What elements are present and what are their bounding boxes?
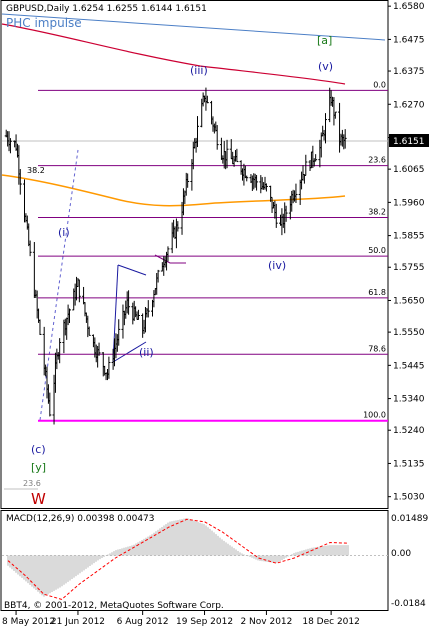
price-tick-label: 1.5960: [393, 198, 425, 208]
macd-tick-bottom: -0.0184: [391, 599, 426, 609]
wave-label-ii: (ii): [139, 346, 154, 359]
indicator-name: PHC impulse: [6, 16, 82, 30]
fib-level-label: 38.2: [368, 208, 386, 217]
wave-label-y: [y]: [31, 461, 46, 474]
fib-label-left: 38.2: [27, 166, 45, 175]
long-term-trend-line: [1, 13, 386, 41]
price-tick-label: 1.6580: [393, 2, 425, 12]
guide-line: [154, 254, 186, 264]
fibonacci-levels: 0.0 23.6 38.2 50.0 61.8 78.6 100.0: [38, 80, 388, 422]
fib-level-label: 100.0: [363, 411, 386, 420]
price-tick-label: 1.5340: [393, 395, 425, 405]
fib-level-label: 78.6: [368, 344, 386, 353]
macd-panel-frame: [0, 510, 389, 611]
wave-label-a: [a]: [317, 34, 332, 47]
price-tick-label: 1.5855: [393, 232, 425, 242]
fib-level-label: 61.8: [368, 288, 386, 297]
wave-label-iv: (iv): [268, 259, 286, 272]
current-price-box: [389, 134, 429, 147]
wave-label-iii: (iii): [190, 64, 208, 77]
time-tick-label: 21 Jun 2012: [51, 617, 105, 627]
fib-level-label: 50.0: [368, 246, 386, 255]
macd-title: MACD(12,26,9) 0.00398 0.00473: [6, 514, 155, 524]
price-tick-label: 1.6270: [393, 100, 425, 110]
time-tick-label: 19 Sep 2012: [176, 617, 233, 627]
price-tick-label: 1.5030: [393, 493, 425, 503]
price-tick-label: 1.6375: [393, 67, 425, 77]
wave-i-projection-line: [39, 149, 79, 421]
current-price-label: 1.6151: [393, 137, 425, 147]
moving-average-orange: [1, 174, 346, 207]
wedge-lower-line: [112, 341, 147, 363]
fib-level-label: 23.6: [368, 156, 386, 165]
time-tick-label: 8 May 2012: [2, 617, 55, 627]
price-bars: [4, 87, 347, 425]
macd-signal-line: [7, 518, 349, 600]
price-tick-label: 1.6065: [393, 165, 425, 175]
wave-label-i: (i): [58, 226, 70, 239]
price-tick-label: 1.6475: [393, 35, 425, 45]
wedge-upper-line: [117, 264, 147, 276]
wedge-left-line: [112, 264, 119, 363]
time-tick-label: 18 Dec 2012: [302, 617, 360, 627]
wave-label-v: (v): [318, 60, 333, 73]
copyright-text: BBT4, © 2001-2012, MetaQuotes Software C…: [4, 601, 224, 611]
time-tick-label: 6 Aug 2012: [117, 617, 169, 627]
price-tick-label: 1.5135: [393, 459, 425, 469]
price-tick-label: 1.5240: [393, 426, 425, 436]
macd-tick-top: 0.01489: [391, 514, 428, 524]
moving-average-red: [1, 23, 346, 85]
macd-indicator: [2, 518, 388, 600]
wave-label-w: W: [31, 490, 46, 508]
wave-label-c: (c): [31, 443, 46, 456]
fib-label-bottom-left: 23.6: [23, 479, 41, 488]
main-panel-frame: [0, 0, 389, 509]
price-tick-label: 1.5550: [393, 328, 425, 338]
price-axis: 1.65801.64751.63751.62701.61651.60651.59…: [388, 2, 425, 503]
price-tick-label: 1.5650: [393, 296, 425, 306]
fib-level-label: 0.0: [373, 80, 386, 89]
price-tick-label: 1.5755: [393, 263, 425, 273]
time-tick-label: 2 Nov 2012: [240, 617, 292, 627]
price-tick-label: 1.5445: [393, 361, 425, 371]
macd-tick-zero: 0.00: [391, 549, 411, 559]
chart-header: GBPUSD,Daily 1.6254 1.6255 1.6144 1.6151: [6, 4, 207, 14]
